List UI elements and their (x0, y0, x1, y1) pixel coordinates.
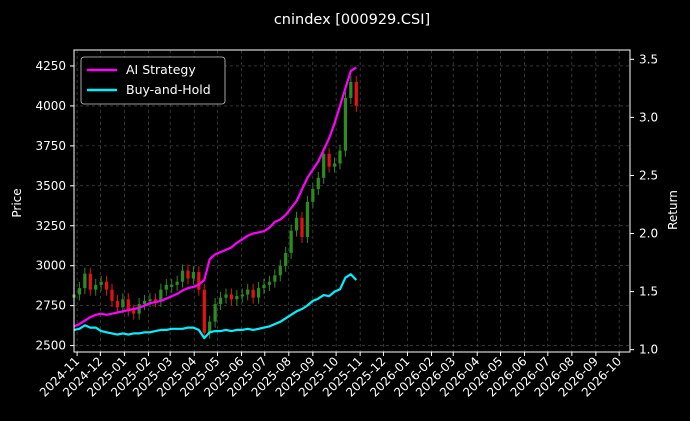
buy-and-hold-line (73, 273, 358, 340)
y-tick-label: 3000 (35, 259, 66, 273)
y-right-tick-label: 3.5 (639, 52, 658, 66)
price-candle (94, 284, 98, 290)
price-candle (273, 275, 277, 282)
price-candle (121, 299, 125, 308)
price-candle (284, 252, 288, 266)
price-candle (175, 281, 179, 285)
price-candle (338, 150, 342, 164)
legend-ai-label: AI Strategy (126, 62, 196, 77)
price-candle (110, 289, 114, 301)
price-candle (180, 270, 185, 282)
price-candle (294, 217, 299, 231)
y-right-tick-label: 2.5 (639, 168, 658, 182)
y-axis-label-left: Price (10, 188, 24, 217)
price-candle (208, 321, 212, 333)
price-candle (327, 153, 331, 167)
price-candle (224, 294, 228, 298)
price-candle (235, 296, 239, 300)
strategy-lines (73, 66, 358, 340)
price-candle (191, 272, 196, 279)
price-candle (289, 230, 293, 253)
price-candle (300, 217, 304, 237)
price-candle (148, 299, 152, 302)
y-tick-label: 3500 (35, 179, 66, 193)
price-candle (159, 289, 163, 301)
y-tick-label: 4250 (35, 59, 66, 73)
price-candle (251, 289, 255, 298)
price-candle (240, 294, 244, 297)
price-candle (153, 299, 158, 302)
price-candle (213, 304, 217, 322)
price-candle (305, 201, 310, 237)
price-candle (349, 81, 353, 98)
price-candle (322, 153, 326, 178)
price-candle (332, 163, 337, 167)
y-right-tick-label: 2.0 (639, 227, 658, 241)
price-candle (88, 273, 92, 290)
price-candle (354, 81, 358, 106)
price-candle (126, 299, 130, 311)
price-candle (197, 272, 201, 290)
price-candle (77, 288, 82, 295)
price-candle (164, 284, 168, 290)
price-candle (316, 177, 320, 190)
price-candle (83, 273, 87, 289)
price-candle (218, 297, 223, 305)
legend: AI Strategy Buy-and-Hold (80, 56, 226, 105)
price-candle (186, 270, 190, 279)
chart-title: cnindex [000929.CSI] (274, 12, 430, 28)
legend-bh-label: Buy-and-Hold (126, 82, 211, 97)
y-right-tick-label: 1.5 (639, 285, 658, 299)
y-tick-label: 3250 (35, 219, 66, 233)
price-candle (99, 281, 103, 285)
price-candle (170, 284, 174, 287)
price-candle (256, 288, 261, 298)
y-right-tick-label: 3.0 (639, 110, 658, 124)
y-tick-label: 4000 (35, 99, 66, 113)
price-candle (278, 265, 282, 276)
y-tick-label: 2500 (35, 339, 66, 353)
price-candle (142, 300, 147, 305)
price-candle (104, 281, 109, 290)
y-tick-label: 2750 (35, 299, 66, 313)
price-candle (115, 300, 120, 308)
price-candle (202, 289, 206, 333)
price-candle (343, 97, 348, 151)
plot-frame (73, 49, 631, 353)
y-right-tick-label: 1.0 (639, 343, 658, 357)
ai-strategy-line (73, 66, 357, 328)
price-candle (132, 310, 136, 314)
price-candle (267, 281, 272, 285)
price-candle (246, 289, 250, 295)
price-candle (229, 294, 234, 300)
price-candles (72, 75, 358, 339)
price-candle (311, 189, 315, 202)
y-axis-label-right: Return (666, 190, 680, 230)
price-candle (262, 284, 266, 289)
y-tick-label: 3750 (35, 139, 66, 153)
